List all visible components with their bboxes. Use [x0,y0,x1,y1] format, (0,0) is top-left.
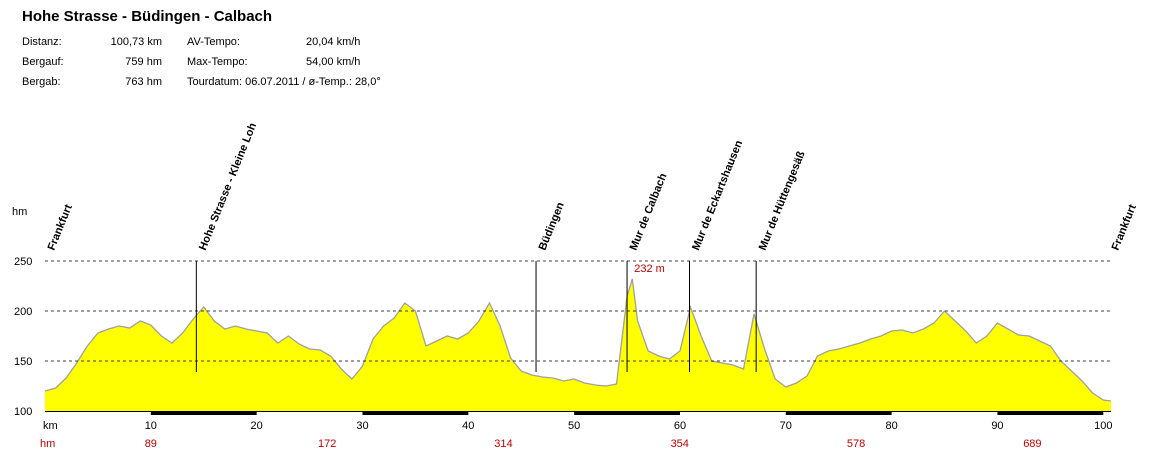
tour-date-temperature: Tourdatum: 06.07.2011 / ø-Temp.: 28,0° [187,76,381,88]
waypoint-label: Mur de Eckartshausen [690,139,745,253]
elevation-area [45,279,1111,411]
km-scale-segment [362,411,469,415]
x-tick-label: 20 [251,420,263,432]
stat-avg-speed-value: 20,04 km/h [306,36,361,48]
stat-ascent-value: 759 hm [125,56,162,68]
cumulative-climb-value: 314 [494,438,512,450]
x-tick-label: 80 [885,420,897,432]
waypoint-label: Frankfurt [1110,203,1139,253]
stat-descent-label: Bergab: [22,76,61,88]
cumulative-climb-value: 354 [671,438,689,450]
stat-max-speed-label: Max-Tempo: [187,56,248,68]
x-tick-label: 90 [991,420,1003,432]
stat-ascent-label: Bergauf: [22,56,64,68]
stat-distance-value: 100,73 km [110,36,162,48]
cumulative-climb-value: 689 [1023,438,1041,450]
x-tick-label: 50 [568,420,580,432]
km-scale-segment [150,411,257,415]
x-axis-unit-label: km [43,420,58,432]
waypoint-label: Mur de Calbach [628,171,670,252]
stat-descent-value: 763 hm [125,76,162,88]
stat-max-speed-value: 54,00 km/h [306,56,361,68]
km-scale-segment [785,411,892,415]
cumulative-climb-value: 578 [847,438,865,450]
stat-distance-label: Distanz: [22,36,62,48]
y-tick-label: 150 [14,356,32,368]
y-tick-label: 250 [14,256,32,268]
y-tick-label: 100 [14,406,32,418]
waypoint-label: Frankfurt [46,203,75,253]
cumulative-climb-value: 172 [318,438,336,450]
x-tick-label: 30 [356,420,368,432]
stat-avg-speed-label: AV-Tempo: [187,36,240,48]
x-tick-label: 100 [1094,420,1112,432]
cumulative-climb-value: 89 [145,438,157,450]
x-tick-label: 60 [674,420,686,432]
y-axis-unit-label: hm [12,206,27,218]
x-tick-label: 10 [145,420,157,432]
max-elevation-label: 232 m [634,263,665,275]
cumulative-climb-unit-label: hm [40,438,55,450]
x-tick-label: 40 [462,420,474,432]
x-tick-label: 70 [780,420,792,432]
km-scale-segment [997,411,1104,415]
waypoint-label: Hohe Strasse - Kleine Loh [197,121,259,252]
waypoint-label: Büdingen [537,200,567,252]
km-scale-segment [574,411,680,415]
page-title: Hohe Strasse - Büdingen - Calbach [22,8,273,25]
elevation-line [44,278,1112,402]
waypoint-label: Mur de Hüttengesäß [757,149,808,252]
y-tick-label: 200 [14,306,32,318]
